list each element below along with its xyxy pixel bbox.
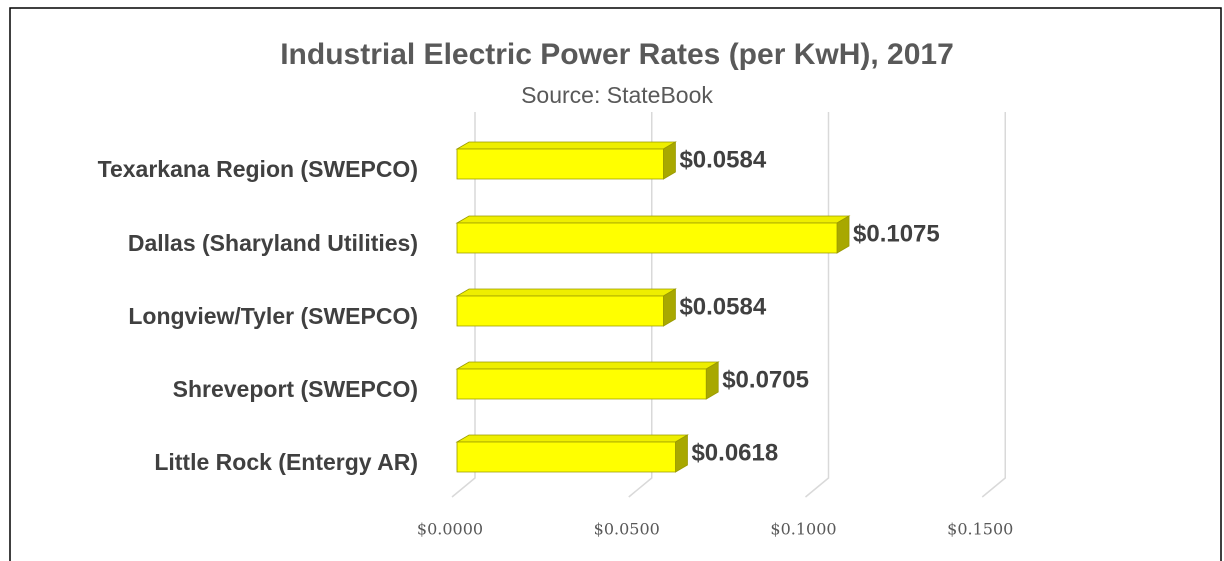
chart-title: Industrial Electric Power Rates (per KwH… <box>280 38 954 71</box>
value-label: $0.0584 <box>679 146 766 173</box>
y-tick-label: Little Rock (Entergy AR) <box>154 449 418 475</box>
x-tick-label: $0.1000 <box>770 520 836 539</box>
y-tick-label: Shreveport (SWEPCO) <box>173 376 418 402</box>
x-tick-label: $0.0500 <box>594 520 660 539</box>
value-label: $0.0618 <box>691 439 778 466</box>
bar <box>455 434 689 473</box>
bar-front <box>456 222 838 254</box>
y-tick-label: Longview/Tyler (SWEPCO) <box>128 303 418 329</box>
bar-side <box>836 215 850 254</box>
bar-side <box>705 361 719 400</box>
value-label: $0.0584 <box>679 293 766 320</box>
x-tick-label: $0.1500 <box>947 520 1013 539</box>
bar-top <box>455 434 689 443</box>
value-label: $0.0705 <box>722 366 809 393</box>
bar-side <box>663 141 676 180</box>
bar-side <box>663 288 676 327</box>
bar-front <box>456 441 676 473</box>
bar-front <box>456 295 664 327</box>
bar <box>455 215 851 254</box>
bar <box>455 141 677 180</box>
y-tick-label: Dallas (Sharyland Utilities) <box>128 230 418 256</box>
y-tick-label: Texarkana Region (SWEPCO) <box>98 156 418 182</box>
bar-front <box>456 148 664 180</box>
x-tick-label: $0.0000 <box>417 520 483 539</box>
chart-subtitle: Source: StateBook <box>521 82 713 108</box>
bar-top <box>455 141 677 150</box>
bar <box>455 361 720 400</box>
grid-line <box>981 112 1006 498</box>
bar-front <box>456 368 707 400</box>
bar-side <box>675 434 688 473</box>
bar-top <box>455 215 851 224</box>
bar-top <box>455 288 677 297</box>
bar-top <box>455 361 720 370</box>
bar <box>455 288 677 327</box>
value-label: $0.1075 <box>853 220 940 247</box>
